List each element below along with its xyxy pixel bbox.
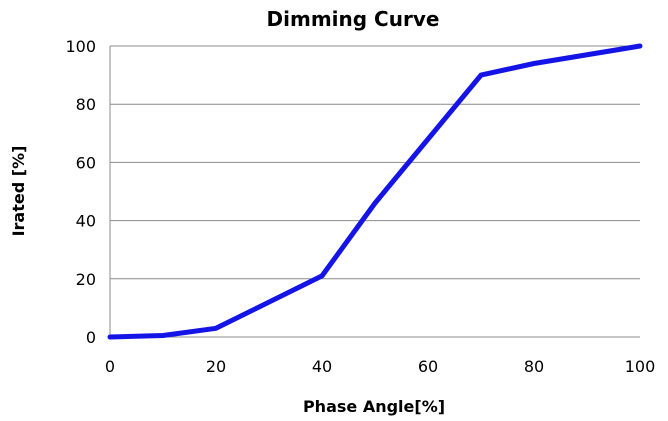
x-tick-label: 0 (105, 357, 115, 376)
x-tick-label: 80 (524, 357, 544, 376)
y-tick-label: 60 (76, 153, 96, 172)
axis-layer (109, 46, 640, 338)
y-tick-label: 20 (76, 270, 96, 289)
series-line (107, 43, 643, 340)
x-axis-label: Phase Angle[%] (303, 397, 445, 416)
series-layer (107, 43, 643, 340)
x-tick-label: 60 (418, 357, 438, 376)
y-tick-label: 80 (76, 95, 96, 114)
grid-layer (110, 45, 640, 280)
y-tick-label: 0 (86, 328, 96, 347)
y-tick-label: 100 (65, 37, 96, 56)
tick-labels: 0 20 40 60 80 100 0 20 40 60 80 100 (65, 37, 655, 376)
y-tick-label: 40 (76, 212, 96, 231)
y-axis-label: Irated [%] (9, 146, 28, 237)
chart-title: Dimming Curve (267, 7, 440, 31)
x-tick-label: 20 (206, 357, 226, 376)
x-tick-label: 100 (625, 357, 656, 376)
x-tick-label: 40 (312, 357, 332, 376)
